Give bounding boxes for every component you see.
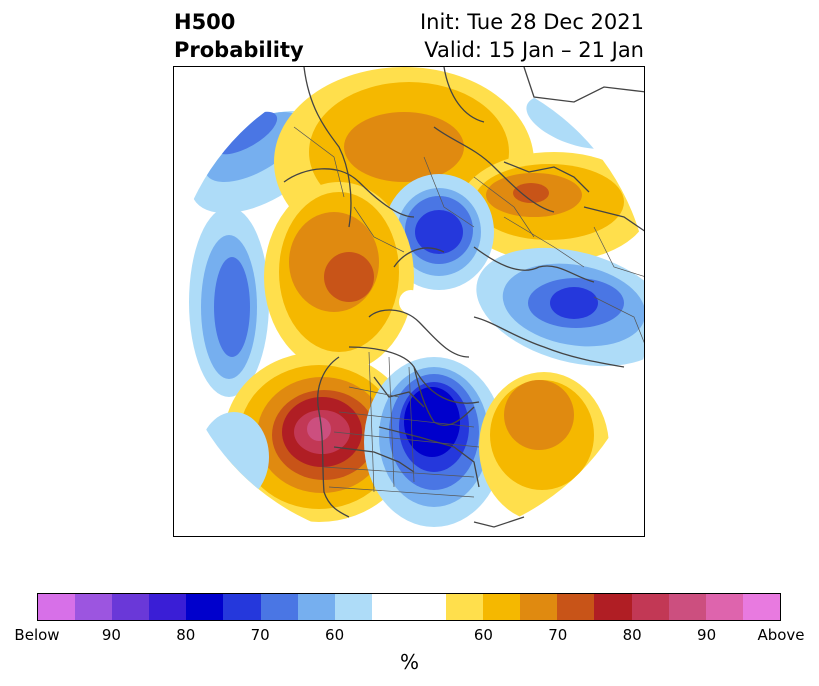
colorbar-tick-label: 70 [250,626,270,644]
colorbar-segment [223,594,261,620]
colorbar-tick-label: Above [757,626,805,644]
colorbar-segment [334,594,372,620]
colorbar-tick-labels: Below 90 80 70 60 60 70 80 90 Above [0,626,819,646]
anomaly-europe-below [476,247,644,367]
colorbar-unit-label: % [399,650,419,674]
pole-marker [399,290,423,314]
colorbar-tick-label: 70 [548,626,568,644]
title-variable: H500 [174,10,236,34]
anomaly-scandinavia-below [384,174,494,290]
colorbar-tick-label: 90 [697,626,717,644]
colorbar-segment [705,594,743,620]
colorbar-tick-label: 80 [622,626,642,644]
map-canvas [189,67,644,528]
colorbar-tick-label: 60 [473,626,493,644]
colorbar-segment [112,594,150,620]
anomaly-pacific-below [189,207,269,397]
colorbar-segment [483,594,521,620]
colorbar-segment [668,594,706,620]
colorbar-segment [408,594,447,620]
colorbar-tick-label: Below [14,626,60,644]
colorbar-tick-label: 90 [101,626,121,644]
colorbar-segment [75,594,113,620]
anomaly-pacific-south-below [199,412,269,502]
colorbar-segment [742,594,780,620]
colorbar-segment [520,594,558,620]
probability-shading [189,67,644,527]
colorbar-tick-label: 60 [325,626,345,644]
colorbar-segment [557,594,595,620]
probability-colorbar [37,593,781,621]
anomaly-greenland-above [264,182,414,372]
chart-title-right: Init: Tue 28 Dec 2021 Valid: 15 Jan – 21… [420,8,644,64]
chart-title-left: H500 Probability [174,8,304,64]
colorbar-segment [186,594,224,620]
probability-map [173,66,645,537]
colorbar-segment [631,594,669,620]
colorbar-segment [446,594,484,620]
anomaly-atlantic-above [479,372,609,522]
anomaly-northeast-below [526,95,622,149]
colorbar-segment [149,594,187,620]
valid-range: Valid: 15 Jan – 21 Jan [424,38,644,62]
colorbar-segment [297,594,335,620]
colorbar-segment [594,594,632,620]
coastlines [283,67,644,528]
colorbar-segment [371,594,409,620]
init-date: Init: Tue 28 Dec 2021 [419,10,644,34]
colorbar-segment [260,594,298,620]
title-probability: Probability [174,38,304,62]
borders [293,126,644,498]
colorbar-segment [38,594,76,620]
colorbar-tick-label: 80 [176,626,196,644]
